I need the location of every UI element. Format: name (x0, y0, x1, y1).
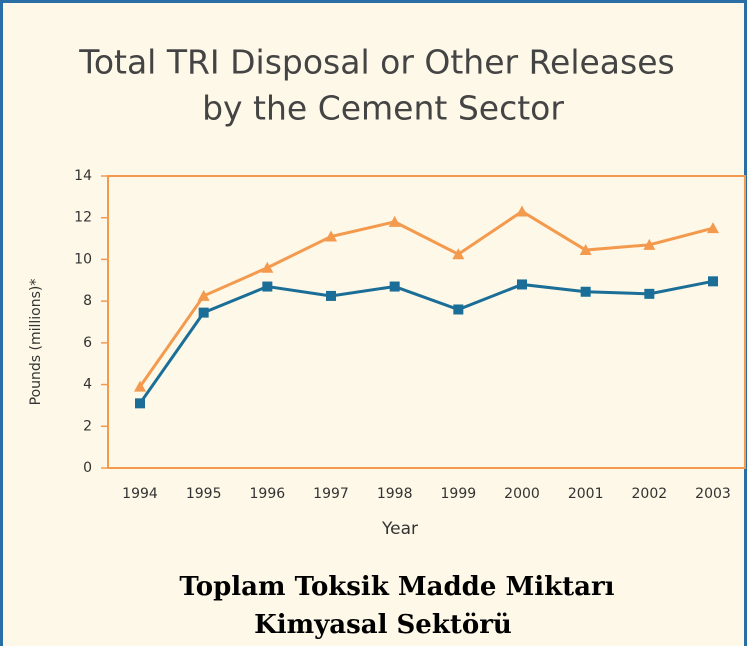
y-tick-label: 10 (74, 251, 92, 267)
y-axis-label: Pounds (millions)* (28, 279, 44, 406)
x-tick-label: 2002 (632, 486, 668, 502)
y-tick-label: 14 (74, 168, 92, 184)
point (580, 286, 591, 297)
point (134, 380, 146, 392)
y-tick-label: 12 (74, 210, 92, 226)
plot-frame (107, 175, 746, 469)
y-tick-label: 6 (83, 335, 92, 351)
chart-title: by the Cement Sector (202, 89, 564, 128)
point (517, 279, 527, 290)
point (644, 288, 655, 299)
point (452, 248, 465, 260)
x-tick-label: 1998 (377, 486, 413, 502)
point (579, 244, 592, 256)
point (325, 230, 337, 242)
y-tick-label: 4 (83, 377, 92, 393)
x-tick-label: 1999 (441, 486, 477, 502)
point (388, 215, 401, 227)
x-tick-label: 1996 (250, 486, 286, 502)
point (643, 238, 656, 250)
x-tick-label: 2003 (695, 486, 731, 502)
point (516, 205, 528, 217)
point (326, 290, 336, 301)
x-axis-label: Year (381, 519, 418, 539)
series-line (138, 209, 714, 388)
point (197, 289, 210, 301)
y-tick-label: 8 (83, 293, 92, 309)
caption: Kimyasal Sektörü (254, 610, 512, 640)
point (389, 281, 400, 292)
x-tick-label: 1994 (122, 486, 158, 502)
x-tick-label: 2001 (568, 486, 604, 502)
point (135, 398, 145, 409)
point (261, 261, 274, 273)
point (707, 222, 719, 234)
x-tick-label: 1995 (186, 486, 222, 502)
chart-title: Total TRI Disposal or Other Releases (78, 43, 674, 82)
x-tick-label: 2000 (504, 486, 540, 502)
y-tick-label: 2 (83, 418, 92, 434)
y-tick-label: 0 (83, 460, 92, 476)
caption: Toplam Toksik Madde Miktarı (179, 572, 614, 602)
point (708, 276, 718, 287)
point (198, 307, 209, 318)
x-tick-label: 1997 (313, 486, 349, 502)
series-line (138, 279, 714, 405)
point (453, 304, 464, 315)
point (262, 281, 273, 292)
